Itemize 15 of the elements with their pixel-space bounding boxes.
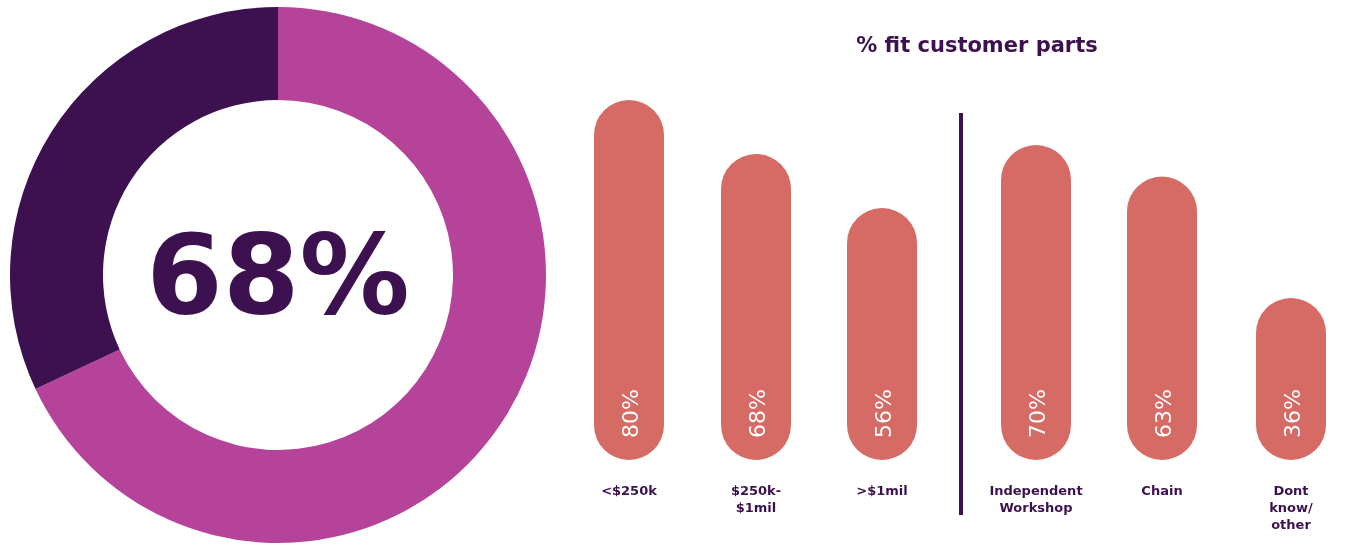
x-tick-label: Dont know/ other — [1269, 483, 1314, 532]
data-label: 36% — [1280, 389, 1305, 438]
chart-title: % fit customer parts — [856, 33, 1098, 57]
x-tick-label: >$1mil — [856, 483, 908, 498]
x-tick-label: <$250k — [601, 483, 658, 498]
data-label: 56% — [871, 389, 896, 438]
x-tick-label: $250k-$1mil — [730, 483, 782, 515]
text: 68% — [146, 211, 410, 339]
data-label: 63% — [1151, 389, 1176, 438]
data-label: 80% — [618, 389, 643, 438]
donut-slice — [35, 7, 546, 543]
data-label: 70% — [1025, 389, 1050, 438]
x-tick-label: Independent Workshop — [989, 483, 1083, 515]
data-label: 68% — [745, 389, 770, 438]
x-tick-label: Chain — [1141, 483, 1183, 498]
